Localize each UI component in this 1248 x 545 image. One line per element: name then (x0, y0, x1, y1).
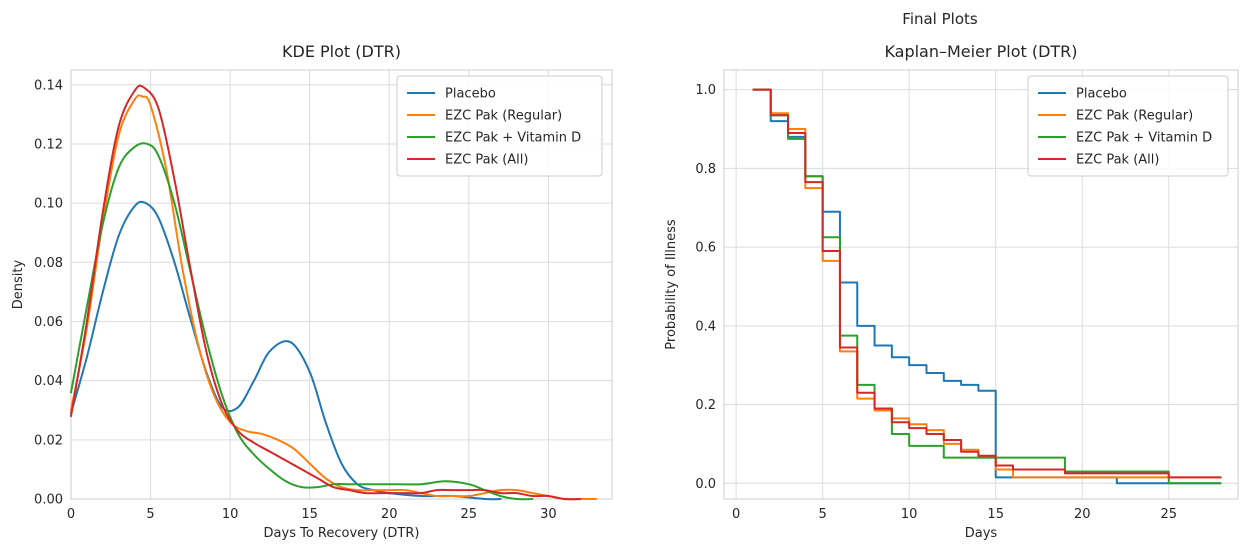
y-tick-label: 0.02 (34, 433, 63, 448)
legend (396, 75, 603, 177)
kaplan-meier-plot: 0 5 10 15 20 25 0.0 0.2 0.4 0.6 0.8 1.0 Kaplan–Meier… (664, 42, 1239, 541)
y-tick-label: 1.0 (695, 83, 716, 98)
legend-label-ezc-pak-vitamin-d: EZC Pak + Vitamin D (445, 131, 581, 146)
y-tick-label: 0.14 (34, 78, 63, 93)
x-tick-label: 20 (1074, 507, 1091, 522)
y-tick-label: 0.10 (34, 197, 63, 212)
y-tick-label: 0.4 (695, 319, 716, 334)
y-tick-label: 0.08 (34, 256, 63, 271)
legend-label-placebo: Placebo (1076, 87, 1127, 102)
kde-plot: 0 5 10 15 20 25 30 0.00 0.02 0.04 0.06 0.08 0.10 0.12… (11, 42, 613, 541)
y-tick-label: 0.6 (695, 241, 716, 256)
x-tick-label: 15 (987, 507, 1004, 522)
x-tick-label: 5 (819, 507, 827, 522)
x-tick-label: 10 (222, 507, 239, 522)
y-tick-label: 0.0 (695, 477, 716, 492)
y-axis-label: Probability of Illness (664, 219, 679, 350)
x-tick-label: 0 (67, 507, 75, 522)
legend-label-ezc-pak-all: EZC Pak (All) (445, 153, 528, 168)
x-axis-label: Days (965, 526, 998, 541)
series-line-ezc-pak-all (70, 84, 582, 501)
y-tick-label: 0.2 (695, 398, 716, 413)
plot-frame (70, 69, 613, 500)
legend-label-ezc-pak-all: EZC Pak (All) (1076, 153, 1159, 168)
x-tick-label: 15 (301, 507, 318, 522)
y-tick-label: 0.12 (34, 137, 63, 152)
x-tick-label: 0 (732, 507, 740, 522)
y-tick-label: 0.8 (695, 162, 716, 177)
x-tick-label: 20 (381, 507, 398, 522)
series-line-ezc-pak-vitamin-d (752, 88, 1222, 485)
legend-label-placebo: Placebo (445, 87, 496, 102)
x-tick-label: 25 (461, 507, 478, 522)
x-tick-label: 10 (901, 507, 918, 522)
legend-label-ezc-pak-regular: EZC Pak (Regular) (1076, 109, 1193, 124)
y-axis-label: Density (11, 259, 26, 309)
y-tick-label: 0.00 (34, 493, 63, 508)
x-tick-label: 30 (540, 507, 557, 522)
y-tick-label: 0.04 (34, 374, 63, 389)
chart-title: KDE Plot (DTR) (282, 42, 401, 61)
legend-label-ezc-pak-vitamin-d: EZC Pak + Vitamin D (1076, 131, 1212, 146)
series-line-ezc-pak-regular (70, 94, 598, 501)
series-line-placebo (70, 200, 502, 501)
chart-title: Kaplan–Meier Plot (DTR) (884, 42, 1077, 61)
legend-label-ezc-pak-regular: EZC Pak (Regular) (445, 109, 562, 124)
x-tick-label: 25 (1161, 507, 1178, 522)
series-line-ezc-pak-all (752, 88, 1222, 479)
x-axis-label: Days To Recovery (DTR) (264, 526, 420, 541)
y-tick-label: 0.06 (34, 315, 63, 330)
figure-suptitle: Final Plots (902, 10, 978, 28)
series-line-ezc-pak-vitamin-d (70, 142, 534, 501)
x-tick-label: 5 (146, 507, 154, 522)
plot-frame (723, 69, 1239, 500)
legend (1027, 75, 1229, 177)
